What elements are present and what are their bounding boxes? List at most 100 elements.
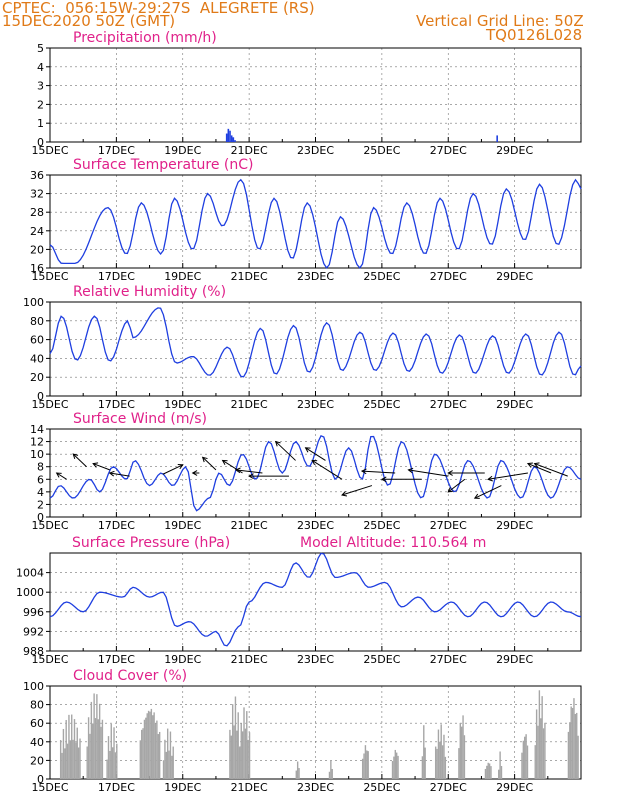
cloud-bar: [86, 746, 88, 779]
wind-arrow: [408, 469, 449, 477]
model-id: TQ0126L028: [486, 26, 583, 44]
wind-arrowhead: [360, 468, 367, 475]
cloud-bar: [169, 731, 172, 779]
precip-bar: [227, 128, 230, 142]
cloud-bar: [69, 740, 72, 779]
cloud-bar: [424, 747, 426, 779]
cloud-bar: [246, 711, 248, 779]
x-tick-label: 29DEC: [496, 398, 533, 411]
cloud-bar: [423, 725, 425, 779]
x-tick-label: 27DEC: [430, 519, 467, 532]
cloud-bar: [92, 723, 94, 779]
run-date: 15DEC2020 50Z (GMT): [2, 12, 176, 30]
cloud-bar: [90, 701, 93, 779]
y-tick-label: 14: [30, 423, 44, 436]
wind-arrow: [311, 460, 343, 480]
cloud-bar: [459, 722, 461, 779]
y-tick-label: 5: [37, 42, 44, 55]
y-tick-label: 10: [30, 448, 44, 461]
y-tick-label: 16: [30, 262, 44, 275]
x-tick-label: 19DEC: [164, 653, 201, 666]
cloud-bar: [153, 712, 155, 779]
wind-arrowhead: [201, 456, 208, 463]
cloud-bar: [542, 728, 545, 779]
cloud-bar: [440, 724, 442, 779]
cloud-bar: [236, 730, 238, 779]
y-tick-label: 100: [23, 296, 44, 309]
x-tick-label: 27DEC: [430, 144, 467, 157]
y-tick-label: 1: [37, 117, 44, 130]
cloud-bar: [62, 728, 65, 779]
wind-arrowhead: [274, 440, 281, 447]
x-tick-label: 25DEC: [363, 781, 400, 794]
y-tick-label: 0: [37, 136, 44, 149]
wind-arrow: [162, 464, 183, 475]
cloud-bar: [498, 769, 500, 779]
wind-arrowhead: [473, 493, 480, 499]
cloud-bar: [147, 710, 150, 779]
cloud-bar: [76, 727, 78, 779]
y-tick-label: 992: [23, 625, 44, 638]
wind-arrow: [341, 485, 373, 496]
cloud-bar: [247, 739, 249, 779]
cloud-bar: [113, 727, 115, 779]
wind-arrow: [487, 472, 528, 480]
wind-arrowhead: [380, 476, 387, 483]
cloud-bar: [330, 760, 332, 779]
cloud-bar: [243, 707, 245, 779]
station-header: CPTEC: 056:15W-29:27S ALEGRETE (RS): [2, 0, 315, 17]
cloud-bar: [462, 715, 464, 779]
x-tick-label: 19DEC: [164, 781, 201, 794]
cloud-bar: [233, 725, 235, 779]
x-tick-label: 29DEC: [496, 144, 533, 157]
cloud-bar: [241, 731, 244, 779]
model-altitude: Model Altitude: 110.564 m: [300, 535, 486, 551]
panel-title-cloud: Cloud Cover (%): [73, 668, 187, 684]
x-tick-label: 15DEC: [31, 653, 68, 666]
x-tick-label: 15DEC: [31, 398, 68, 411]
cloud-bar: [367, 751, 369, 779]
x-tick-label: 15DEC: [31, 270, 68, 283]
cloud-bar: [71, 714, 73, 779]
cloud-bar: [574, 713, 577, 779]
wind-arrowhead: [304, 447, 311, 453]
x-tick-label: 17DEC: [98, 398, 135, 411]
x-tick-label: 21DEC: [231, 781, 268, 794]
cloud-bar: [395, 752, 398, 779]
x-tick-label: 21DEC: [231, 398, 268, 411]
wind-arrowhead: [407, 467, 414, 474]
cloud-bar: [538, 690, 541, 779]
x-tick-label: 25DEC: [363, 398, 400, 411]
wind-arrowhead: [487, 475, 493, 482]
y-tick-label: 8: [37, 461, 44, 474]
cloud-bar: [116, 743, 118, 779]
wind-arrow: [222, 460, 243, 474]
cloud-bar: [152, 715, 154, 779]
wind-arrowhead: [447, 487, 454, 493]
cloud-bar: [573, 698, 575, 779]
x-tick-label: 17DEC: [98, 653, 135, 666]
precip-bar: [229, 130, 231, 142]
x-tick-label: 29DEC: [496, 653, 533, 666]
x-tick-label: 27DEC: [430, 653, 467, 666]
x-tick-label: 19DEC: [164, 519, 201, 532]
wind-arrowhead: [248, 473, 254, 479]
cloud-bar: [569, 722, 571, 779]
cloud-bar: [460, 726, 463, 779]
cloud-bar: [164, 739, 166, 779]
y-tick-label: 24: [30, 225, 44, 238]
y-tick-label: 20: [30, 371, 44, 384]
wind-arrow: [527, 463, 552, 474]
y-tick-label: 20: [30, 243, 44, 256]
cloud-bar: [64, 748, 66, 779]
x-tick-label: 25DEC: [363, 144, 400, 157]
panel-title-temperature: Surface Temperature (nC): [73, 157, 254, 173]
y-tick-label: 3: [37, 80, 44, 93]
panel-title-precip: Precipitation (mm/h): [73, 30, 217, 46]
precip-bar: [232, 137, 235, 142]
wind-arrow: [275, 441, 296, 461]
cloud-bar: [571, 707, 574, 779]
cloud-bar: [486, 765, 488, 779]
panel-title-humidity: Relative Humidity (%): [73, 284, 226, 300]
cloud-bar: [393, 756, 395, 779]
